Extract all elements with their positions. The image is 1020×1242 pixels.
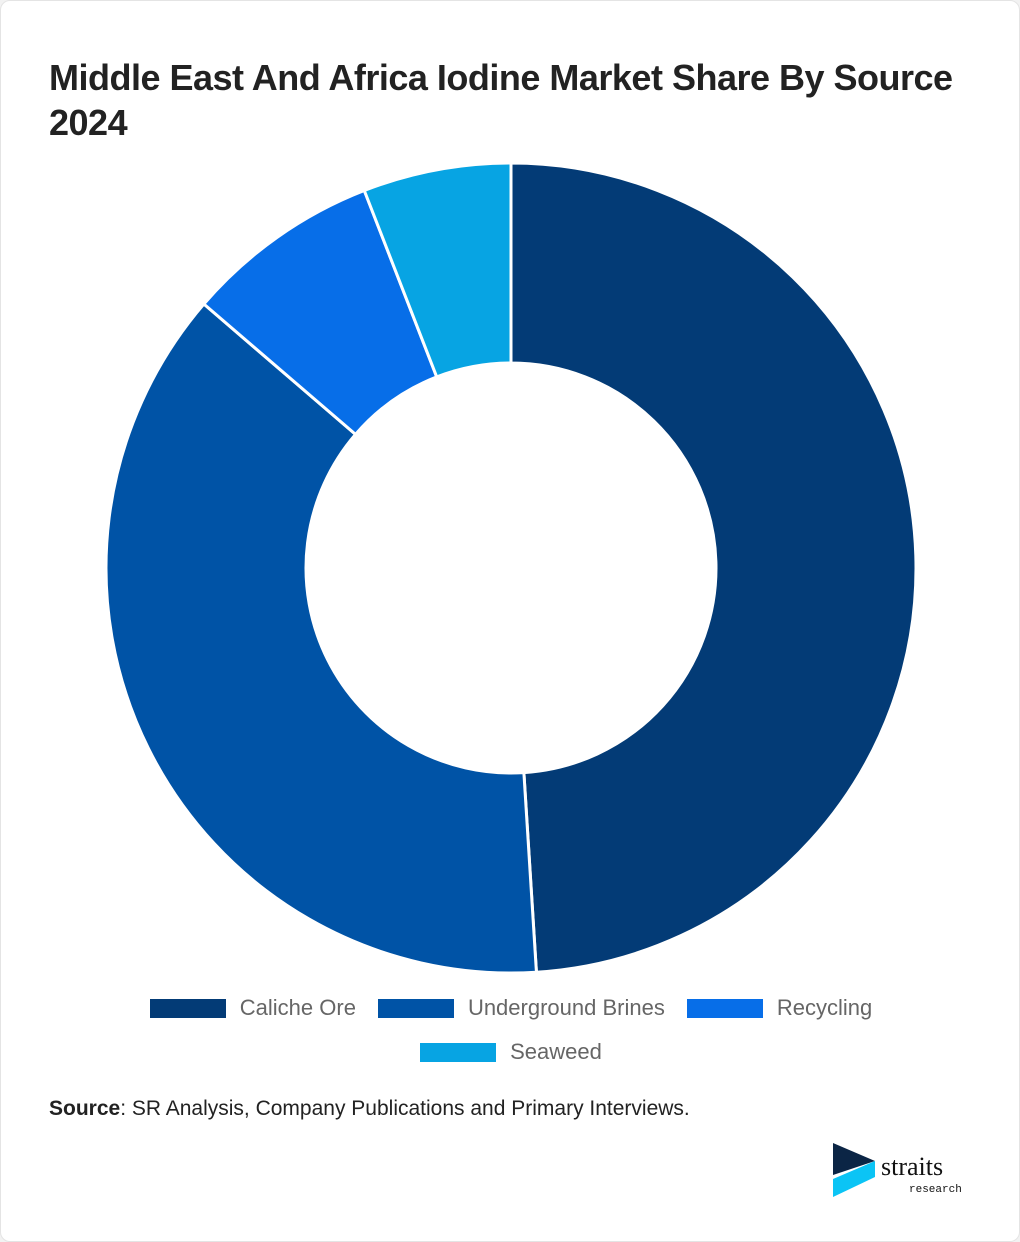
donut-slice-caliche-ore[interactable] [509,161,918,974]
legend-item[interactable]: Seaweed [420,1039,602,1065]
chart-title: Middle East And Africa Iodine Market Sha… [49,57,953,143]
legend-label: Seaweed [510,1039,602,1064]
svg-text:research: research [909,1184,962,1196]
legend-label: Recycling [776,995,873,1020]
legend-label: Caliche Ore [239,995,356,1020]
legend-label: Underground Brines [467,995,665,1020]
legend-item[interactable]: Caliche Ore [149,995,356,1021]
source-text: : SR Analysis, Company Publications and … [120,1097,690,1120]
legend-swatch [686,998,763,1018]
legend-row-1: Caliche Ore Underground Brines Recycling [1,995,1020,1021]
straits-research-logo: straits research [833,1143,962,1197]
donut-slice-underground-brines[interactable] [104,301,539,975]
legend-swatch [420,1042,497,1062]
source-note: Source: SR Analysis, Company Publication… [49,1097,690,1121]
legend-swatch [377,998,454,1018]
legend-swatch [149,998,226,1018]
legend-item[interactable]: Underground Brines [377,995,665,1021]
svg-text:straits: straits [881,1152,943,1181]
source-label: Source [49,1097,121,1120]
legend-item[interactable]: Recycling [686,995,873,1021]
legend-row-2: Seaweed [1,1039,1020,1065]
donut-slice-seaweed[interactable] [362,161,513,379]
donut-chart [104,161,918,975]
